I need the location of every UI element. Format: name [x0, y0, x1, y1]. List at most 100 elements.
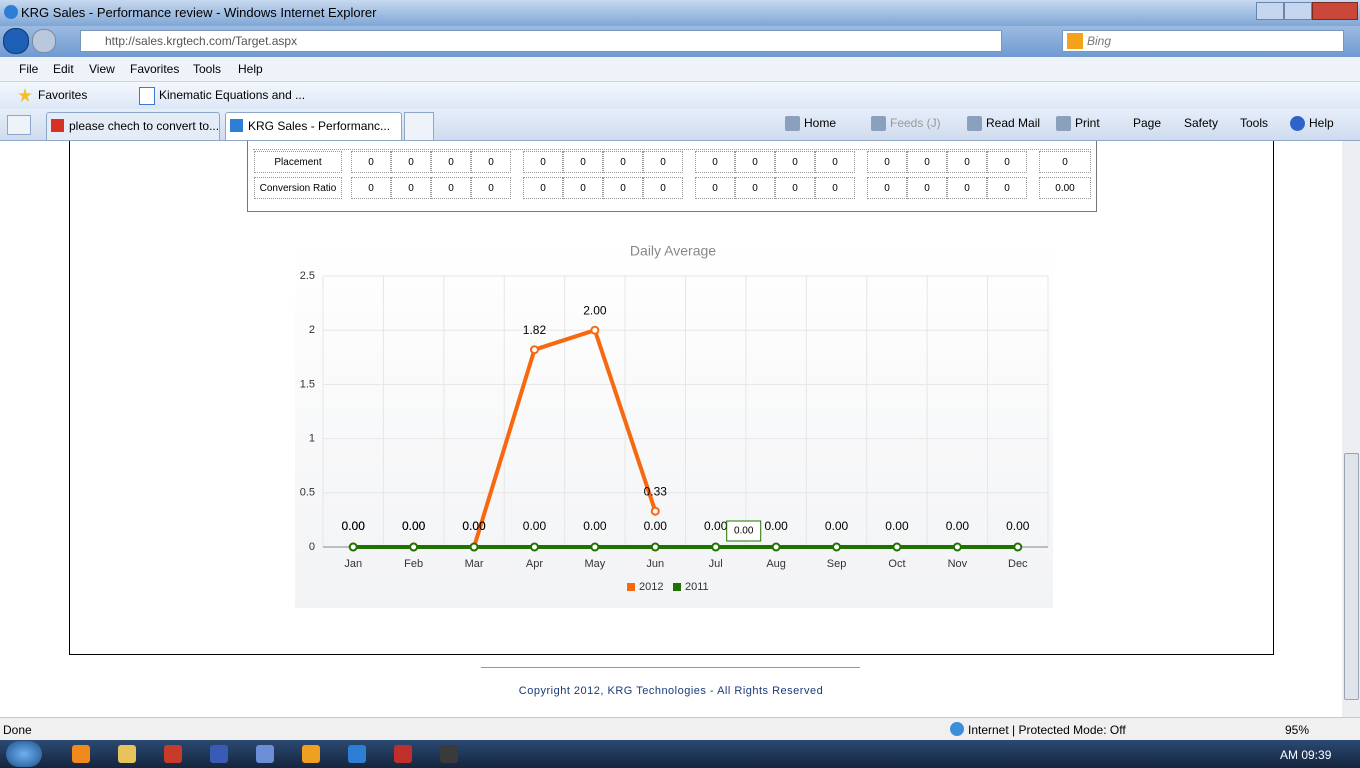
- content-frame: [69, 141, 1274, 655]
- y-tick-label: 2: [309, 324, 315, 336]
- command-icon: [967, 116, 982, 131]
- x-tick-label: May: [584, 558, 605, 570]
- tab[interactable]: KRG Sales - Performanc...: [225, 112, 402, 140]
- table-cell: 0: [563, 177, 603, 199]
- maximize-button[interactable]: [1284, 2, 1312, 20]
- taskbar-app[interactable]: [256, 745, 274, 763]
- search-placeholder: Bing: [1087, 34, 1112, 48]
- x-tick-label: Sep: [827, 558, 847, 570]
- menu-item[interactable]: Help: [238, 62, 263, 76]
- menu-item[interactable]: Tools: [193, 62, 222, 76]
- table-cell: 0: [775, 151, 815, 173]
- command[interactable]: Page: [1133, 116, 1162, 130]
- menu-item[interactable]: Favorites: [130, 62, 180, 76]
- table-cell: 0: [563, 151, 603, 173]
- favorites-button[interactable]: Favorites: [38, 88, 88, 102]
- data-point: [650, 506, 660, 516]
- x-tick-label: Dec: [1008, 558, 1028, 570]
- command[interactable]: Feeds (J): [890, 116, 941, 130]
- data-point: [590, 325, 600, 335]
- data-point: [832, 542, 842, 552]
- menu-item[interactable]: File: [19, 62, 39, 76]
- data-label: 0.00: [764, 519, 788, 533]
- menu-item[interactable]: View: [89, 62, 115, 76]
- command-icon: [1290, 116, 1305, 131]
- data-point: [590, 542, 600, 552]
- taskbar-app[interactable]: [302, 745, 320, 763]
- data-label: 0.00: [1006, 519, 1030, 533]
- minimize-button[interactable]: [1256, 2, 1284, 20]
- command[interactable]: Read Mail: [986, 116, 1041, 130]
- data-label: 0.00: [342, 519, 366, 533]
- legend-label: 2012: [639, 581, 663, 593]
- address-box[interactable]: http://sales.krgtech.com/Target.aspx: [80, 30, 1002, 52]
- tab[interactable]: please chech to convert to...: [46, 112, 220, 140]
- table-cell: 0: [431, 151, 471, 173]
- table-cell: 0: [695, 177, 735, 199]
- new-tab[interactable]: [404, 112, 434, 140]
- menu-item[interactable]: Edit: [53, 62, 74, 76]
- command[interactable]: Home: [804, 116, 837, 130]
- table-cell: 0: [987, 151, 1027, 173]
- table-cell: 0: [867, 177, 907, 199]
- copyright: Copyright 2012, KRG Technologies - All R…: [518, 685, 824, 697]
- y-tick-label: 1: [309, 433, 315, 445]
- quick-tabs[interactable]: [7, 115, 31, 135]
- x-tick-label: Jan: [344, 558, 362, 570]
- tooltip: [726, 520, 762, 542]
- data-point: [892, 542, 902, 552]
- data-label: 0.00: [462, 519, 486, 533]
- zoom-level[interactable]: 95%: [1285, 723, 1310, 737]
- url: http://sales.krgtech.com/Target.aspx: [105, 34, 298, 48]
- command[interactable]: Print: [1075, 116, 1100, 130]
- taskbar-app[interactable]: [348, 745, 366, 763]
- search-box[interactable]: Bing: [1062, 30, 1344, 52]
- address-row: http://sales.krgtech.com/Target.aspx Bin…: [0, 26, 1360, 57]
- command-icon: [871, 116, 886, 131]
- taskbar-app[interactable]: [72, 745, 90, 763]
- close-button[interactable]: [1312, 2, 1358, 20]
- data-label: 0.00: [583, 519, 607, 533]
- favorite-link[interactable]: Kinematic Equations and ...: [159, 88, 306, 102]
- taskbar-app[interactable]: [210, 745, 228, 763]
- menu-bar: File Edit View Favorites Tools Help: [0, 57, 1360, 82]
- table-cell: 0: [867, 151, 907, 173]
- taskbar-app[interactable]: [164, 745, 182, 763]
- x-tick-label: Feb: [404, 558, 423, 570]
- taskbar-app[interactable]: [394, 745, 412, 763]
- table-cell: 0: [603, 177, 643, 199]
- table-cell: 0: [351, 151, 391, 173]
- clock: AM 09:39: [1280, 748, 1332, 762]
- status-text: Done: [3, 723, 32, 737]
- back-button[interactable]: [3, 28, 29, 54]
- data-label: 0.00: [644, 519, 668, 533]
- start-button[interactable]: [6, 741, 42, 767]
- data-label: 0.00: [402, 519, 426, 533]
- command[interactable]: Safety: [1184, 116, 1219, 130]
- table-cell: 0: [431, 177, 471, 199]
- table-cell: 0: [815, 177, 855, 199]
- taskbar-app[interactable]: [118, 745, 136, 763]
- scrollbar[interactable]: [1342, 141, 1360, 717]
- y-tick-label: 1.5: [300, 378, 315, 390]
- command[interactable]: Help: [1309, 116, 1334, 130]
- table-cell: 0: [351, 177, 391, 199]
- command[interactable]: Tools: [1240, 116, 1269, 130]
- chart: Daily Average 0 0.5 1 1.5 2 2.5 Jan Feb Mar Apr Ma…: [295, 238, 1053, 608]
- ie-icon: [4, 5, 18, 19]
- forward-button[interactable]: [32, 29, 56, 53]
- tab-title: please chech to convert to...: [69, 119, 220, 133]
- bing-icon: [1067, 33, 1083, 49]
- table-row-partial: [253, 141, 1091, 150]
- data-label: 0.00: [402, 519, 426, 533]
- scroll-thumb[interactable]: [1344, 453, 1359, 700]
- command-icon: [1056, 116, 1071, 131]
- table-cell: 0: [695, 151, 735, 173]
- taskbar-app[interactable]: [440, 745, 458, 763]
- data-point: [952, 542, 962, 552]
- y-tick-label: 2.5: [300, 270, 315, 282]
- data-point: [348, 542, 358, 552]
- table-cell: 0: [523, 177, 563, 199]
- table-cell: 0: [603, 151, 643, 173]
- y-tick-label: 0: [309, 541, 315, 553]
